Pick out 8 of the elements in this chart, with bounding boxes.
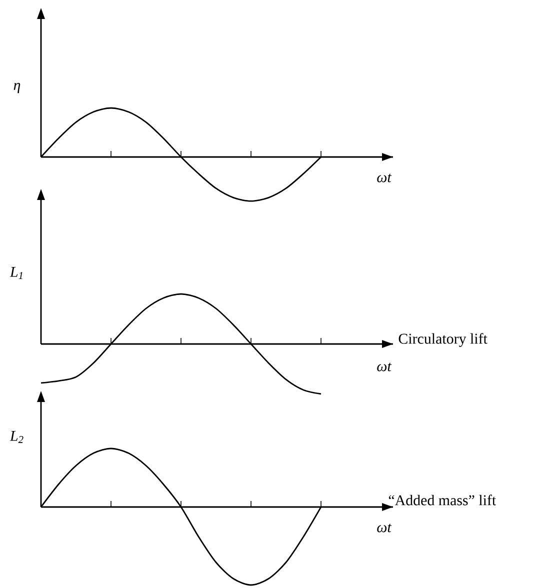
text: Circulatory lift (398, 333, 488, 347)
x-axis-title: ωt (377, 174, 392, 182)
x-axis-title: ωt (377, 362, 392, 372)
y-axis-title: η (14, 82, 20, 94)
x-axis-title: ωt (377, 524, 392, 532)
y-axis-title: L$_{2}$ (10, 431, 24, 443)
y-axis-title: L$_{1}$ (10, 267, 22, 279)
text: “Added mass” lift (388, 494, 496, 506)
